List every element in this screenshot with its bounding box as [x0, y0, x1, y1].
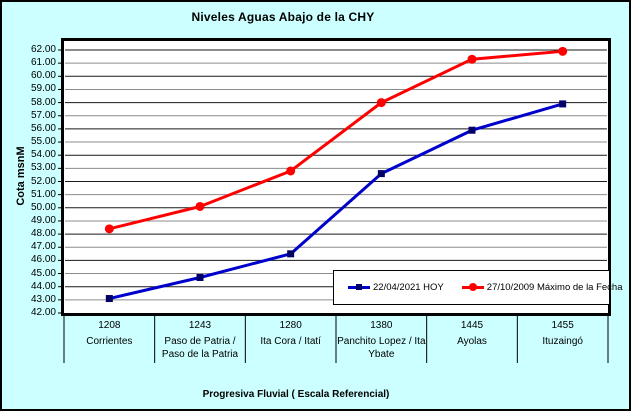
legend-label-hoy: 22/04/2021 HOY [373, 282, 444, 293]
y-tick-label: 55.00 [30, 136, 56, 148]
y-tick-label: 47.00 [30, 241, 56, 253]
category-km-label: 1280 [279, 320, 302, 331]
data-point-0-3 [377, 170, 385, 178]
square-marker-icon [356, 284, 362, 290]
y-tick-label: 62.00 [30, 44, 56, 55]
data-point-1-5 [558, 46, 568, 56]
category-name-label: Panchito Lopez / Ita Ybate [337, 336, 426, 360]
data-point-0-0 [105, 295, 113, 303]
legend-label-maximo: 27/10/2009 Máximo de la Fecha [486, 282, 623, 293]
y-tick-label: 57.00 [30, 109, 56, 121]
category-name-label: Ita Cora / Itatí [260, 336, 321, 347]
legend-item-hoy: 22/04/2021 HOY [348, 282, 444, 293]
data-point-0-2 [287, 250, 295, 258]
legend-swatch-blue [348, 283, 370, 292]
y-tick-label: 48.00 [30, 228, 56, 240]
category-km-label: 1380 [370, 320, 393, 331]
category-name-label: Ayolas [457, 336, 487, 347]
y-tick-label: 56.00 [30, 122, 56, 134]
plot-background [64, 41, 608, 313]
category-name-label: Corrientes [86, 336, 133, 347]
category-km-label: 1208 [98, 320, 121, 331]
data-point-0-5 [559, 100, 567, 108]
category-name-label: Ituzaingó [542, 336, 583, 347]
category-km-label: 1445 [460, 320, 484, 331]
data-point-1-4 [467, 54, 477, 64]
data-point-1-3 [376, 98, 386, 108]
legend-item-maximo: 27/10/2009 Máximo de la Fecha [461, 282, 623, 293]
data-point-1-0 [104, 224, 114, 234]
y-tick-label: 46.00 [30, 254, 56, 266]
y-tick-label: 42.00 [30, 307, 56, 318]
category-km-label: 1455 [551, 320, 574, 331]
y-tick-label: 49.00 [30, 214, 56, 226]
y-tick-label: 59.00 [30, 83, 56, 95]
category-name-label: Paso de Patria / Paso de la Patria [161, 336, 239, 360]
circle-marker-icon [468, 283, 477, 291]
y-tick-label: 61.00 [30, 57, 56, 69]
y-tick-label: 52.00 [30, 175, 56, 187]
data-point-0-1 [196, 273, 204, 281]
y-tick-label: 51.00 [30, 188, 56, 200]
y-tick-label: 60.00 [30, 70, 56, 82]
data-point-0-4 [468, 126, 476, 134]
data-point-1-2 [286, 166, 296, 176]
y-tick-label: 53.00 [30, 162, 56, 174]
y-tick-label: 50.00 [30, 201, 56, 213]
legend: 22/04/2021 HOY 27/10/2009 Máximo de la F… [333, 270, 623, 305]
y-tick-label: 45.00 [30, 267, 56, 279]
y-tick-label: 43.00 [30, 293, 56, 305]
category-km-label: 1243 [188, 320, 212, 331]
data-point-1-1 [195, 201, 205, 211]
legend-swatch-red [461, 283, 484, 292]
y-tick-label: 44.00 [30, 280, 56, 292]
chart-title: Niveles Aguas Abajo de la CHY [191, 10, 375, 24]
series-line-1 [108, 49, 563, 231]
y-tick-label: 58.00 [30, 96, 56, 108]
series-line-0 [108, 102, 564, 300]
y-tick-label: 54.00 [30, 149, 56, 161]
x-axis-title: Progresiva Fluvial ( Escala Referencial) [202, 389, 390, 400]
plot-border [61, 38, 611, 316]
